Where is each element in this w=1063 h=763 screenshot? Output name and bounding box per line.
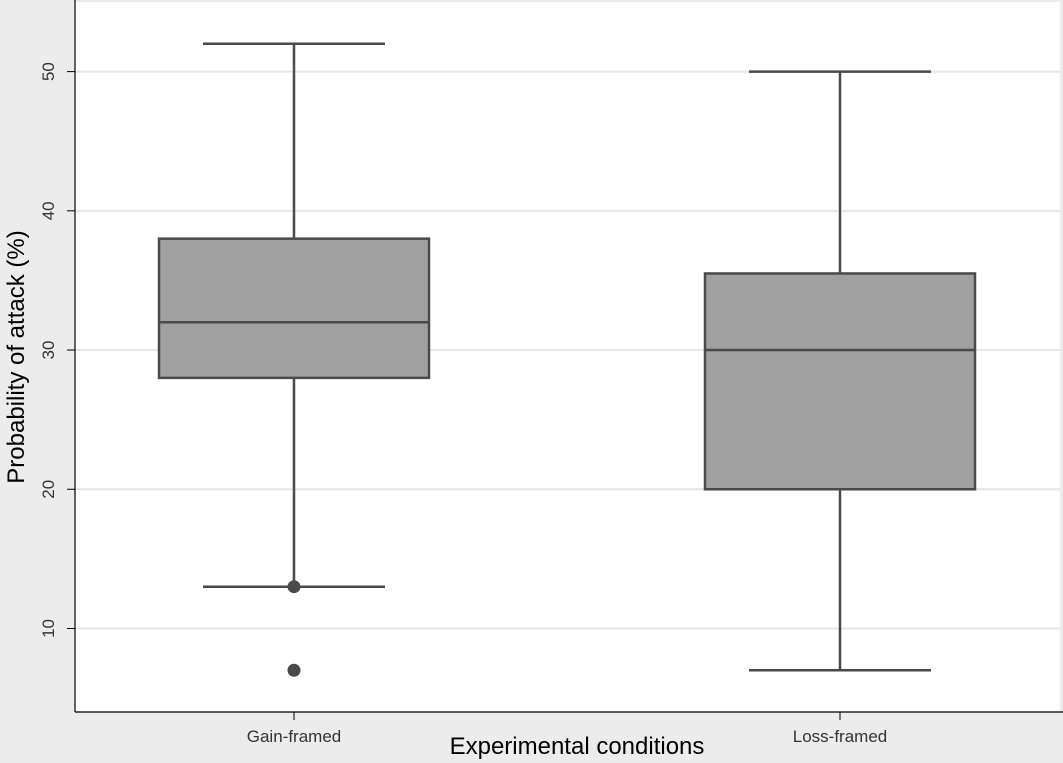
y-tick-label-10: 10 bbox=[39, 619, 58, 638]
outlier-point bbox=[287, 663, 301, 677]
y-axis-title: Probability of attack (%) bbox=[3, 230, 30, 483]
boxes bbox=[157, 42, 977, 677]
axes: 10 20 30 40 50 Gain-framed Loss-framed bbox=[39, 0, 1063, 746]
y-tick-label-40: 40 bbox=[39, 201, 58, 220]
x-axis-title: Experimental conditions bbox=[450, 733, 705, 760]
box-group-loss-framed bbox=[703, 70, 977, 672]
box-group-gain-framed bbox=[157, 42, 431, 677]
box-iqr bbox=[157, 237, 431, 380]
box-iqr bbox=[703, 272, 977, 491]
outlier-point bbox=[287, 580, 301, 594]
x-tick-label-loss-framed: Loss-framed bbox=[793, 727, 887, 746]
y-tick-label-50: 50 bbox=[39, 62, 58, 81]
x-tick-label-gain-framed: Gain-framed bbox=[247, 727, 341, 746]
y-tick-label-30: 30 bbox=[39, 341, 58, 360]
y-tick-label-20: 20 bbox=[39, 480, 58, 499]
